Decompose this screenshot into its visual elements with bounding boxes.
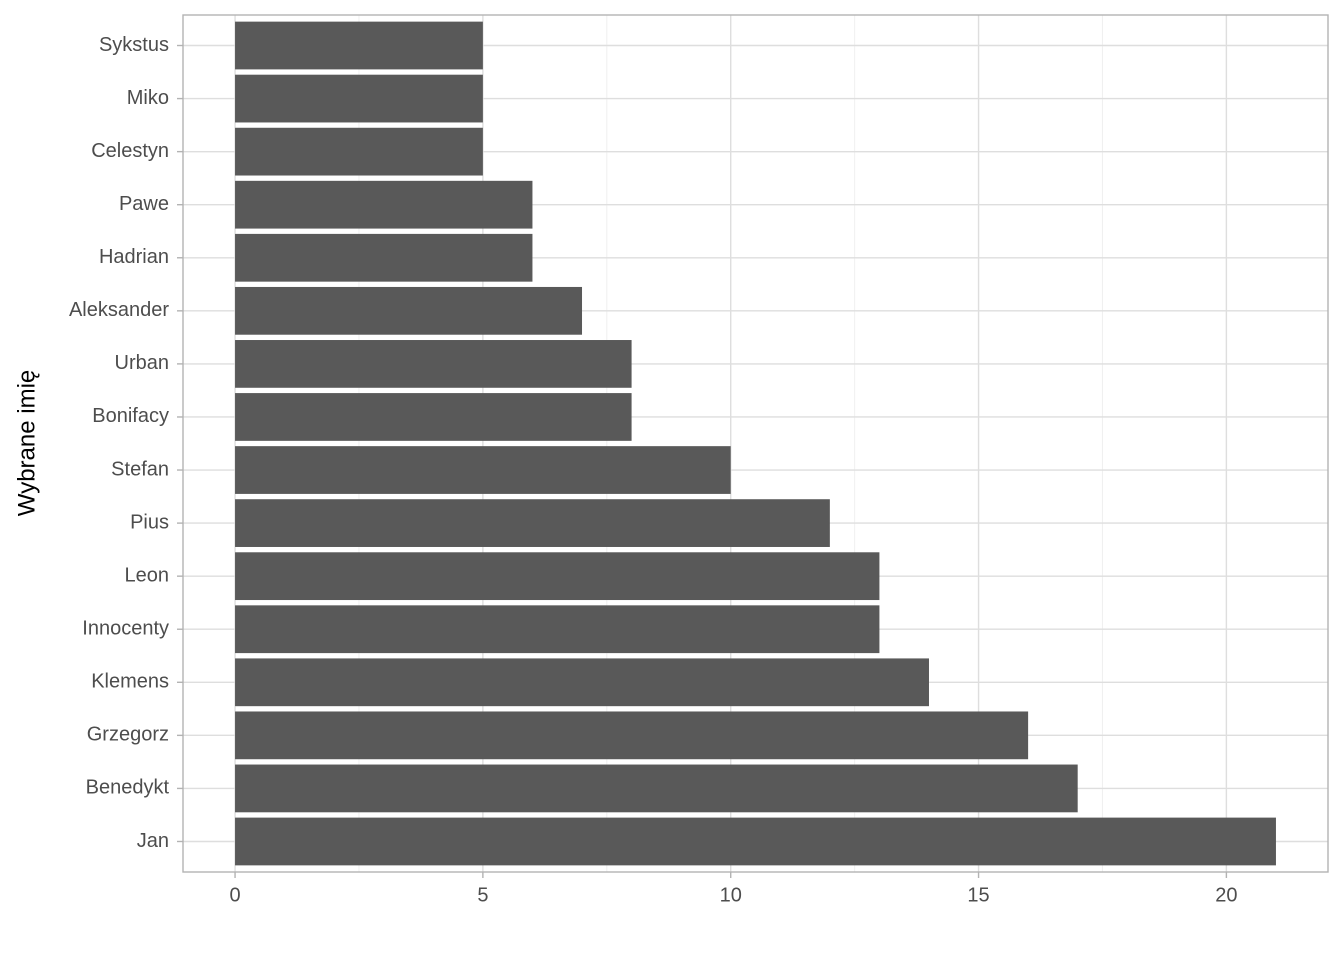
bar <box>235 605 880 654</box>
bar <box>235 127 483 176</box>
bar <box>235 764 1078 813</box>
panel-border <box>182 14 1329 873</box>
y-tick-label: Klemens <box>91 671 169 693</box>
bar <box>235 499 830 547</box>
y-tick-label: Grzegorz <box>87 724 169 746</box>
bar <box>235 286 583 335</box>
y-tick-label: Pawe <box>119 193 169 215</box>
bar <box>235 658 929 707</box>
x-tick-label: 5 <box>477 884 488 906</box>
bar <box>235 340 632 388</box>
x-tick-label: 20 <box>1215 884 1237 906</box>
bar <box>235 393 632 441</box>
y-tick-label: Aleksander <box>69 299 169 321</box>
y-tick-label: Celestyn <box>91 140 169 162</box>
x-tick-label: 10 <box>720 884 742 906</box>
bar <box>235 711 1029 760</box>
y-tick-label: Pius <box>130 511 169 533</box>
y-tick-label: Urban <box>115 352 169 374</box>
y-tick-label: Benedykt <box>86 777 170 799</box>
y-tick-label: Hadrian <box>99 246 169 268</box>
y-tick-label: Leon <box>125 564 170 586</box>
bar <box>235 233 533 282</box>
y-tick-label: Stefan <box>111 458 169 480</box>
y-tick-label: Innocenty <box>82 618 169 640</box>
y-tick-label: Sykstus <box>99 34 169 56</box>
bar <box>235 21 483 70</box>
y-tick-label: Jan <box>137 830 169 852</box>
x-tick-label: 15 <box>967 884 989 906</box>
bar <box>235 552 880 601</box>
y-tick-label: Bonifacy <box>92 405 169 427</box>
y-axis-title: Wybrane imię <box>13 370 40 517</box>
bar <box>235 74 483 123</box>
bar <box>235 446 731 494</box>
bar <box>235 817 1276 866</box>
bar <box>235 180 533 229</box>
x-tick-label: 0 <box>229 884 240 906</box>
y-tick-label: Miko <box>127 87 169 109</box>
